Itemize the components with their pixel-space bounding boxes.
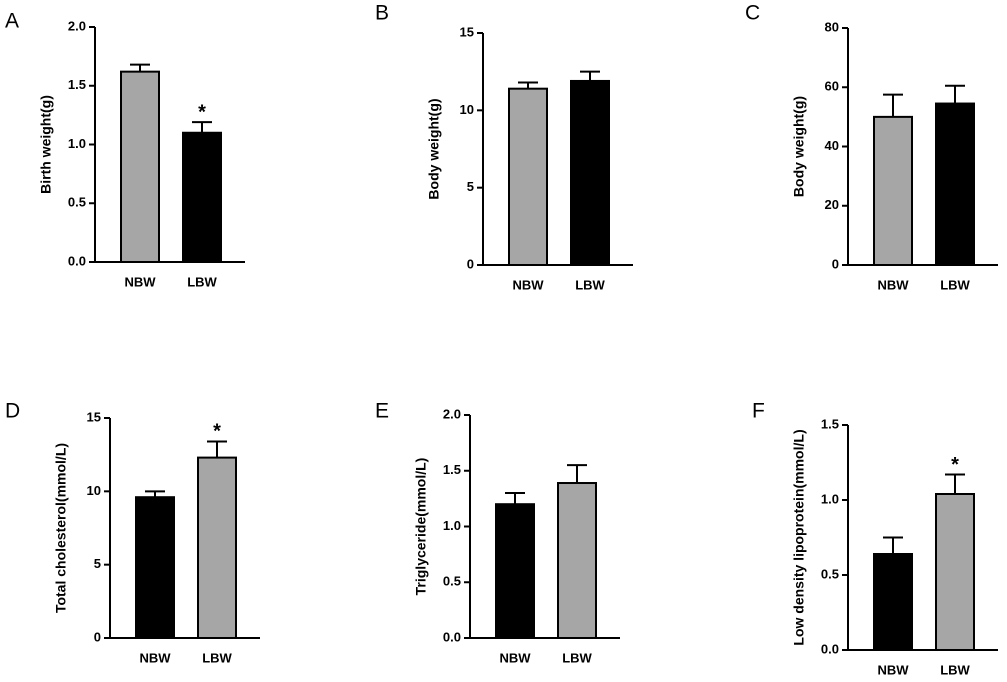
panel-letter: D (5, 400, 20, 423)
bar (935, 102, 975, 266)
x-tick-label: NBW (139, 650, 171, 665)
y-axis-label: Body weight(g) (426, 98, 442, 199)
y-tick-label: 2.0 (443, 406, 461, 421)
bar (495, 503, 535, 640)
y-tick-label: 0.5 (821, 566, 839, 581)
y-tick-label: 60 (825, 79, 839, 94)
bar (135, 496, 175, 640)
significance-mark: * (213, 421, 221, 443)
y-tick-label: 15 (87, 409, 101, 424)
y-tick-label: 2.0 (68, 18, 86, 33)
bar (197, 456, 237, 639)
x-tick-label: LBW (187, 274, 217, 289)
bar (508, 87, 548, 267)
bar (873, 115, 913, 266)
y-tick-label: 10 (87, 483, 101, 498)
y-tick-label: 1.5 (821, 416, 839, 431)
x-tick-label: NBW (512, 277, 544, 292)
y-tick-label: 15 (460, 24, 474, 39)
y-tick-label: 0.5 (68, 195, 86, 210)
y-axis-label: Total cholesterol(mmol/L) (53, 443, 69, 613)
x-tick-label: LBW (940, 662, 970, 677)
panel-letter: C (745, 2, 760, 25)
bar (570, 79, 610, 266)
y-tick-label: 1.5 (443, 462, 461, 477)
y-axis-label: Low density lipoprotein(mmol/L) (791, 429, 807, 645)
bar (120, 70, 160, 264)
panel-letter: F (752, 400, 765, 423)
y-tick-label: 5 (467, 179, 474, 194)
x-tick-label: LBW (562, 650, 592, 665)
y-tick-label: 1.0 (821, 491, 839, 506)
y-tick-label: 10 (460, 102, 474, 117)
x-tick-label: LBW (940, 277, 970, 292)
y-tick-label: 0.5 (443, 574, 461, 589)
y-tick-label: 80 (825, 19, 839, 34)
significance-mark: * (951, 454, 959, 476)
panel-letter: B (375, 2, 389, 25)
y-tick-label: 1.5 (68, 77, 86, 92)
y-tick-label: 0 (94, 629, 101, 644)
x-tick-label: LBW (575, 277, 605, 292)
panel-letter: E (375, 400, 389, 423)
y-tick-label: 40 (825, 138, 839, 153)
x-tick-label: LBW (202, 650, 232, 665)
y-tick-label: 0 (832, 256, 839, 271)
y-tick-label: 0.0 (821, 641, 839, 656)
y-tick-label: 0.0 (443, 629, 461, 644)
y-axis-label: Body weight(g) (791, 96, 807, 197)
y-tick-label: 0.0 (68, 253, 86, 268)
panel-letter: A (5, 10, 19, 33)
bar (873, 553, 913, 651)
y-tick-label: 5 (94, 556, 101, 571)
x-tick-label: NBW (124, 274, 156, 289)
bar (557, 482, 597, 640)
x-tick-label: NBW (877, 662, 909, 677)
bar (935, 493, 975, 651)
y-tick-label: 0 (467, 256, 474, 271)
y-tick-label: 1.0 (68, 136, 86, 151)
y-tick-label: 20 (825, 197, 839, 212)
y-axis-label: Triglyceride(mmol/L) (413, 458, 429, 596)
bar (182, 131, 222, 263)
x-tick-label: NBW (877, 277, 909, 292)
x-tick-label: NBW (499, 650, 531, 665)
y-tick-label: 1.0 (443, 518, 461, 533)
y-axis-label: Birth weight(g) (38, 95, 54, 194)
significance-mark: * (198, 101, 206, 123)
